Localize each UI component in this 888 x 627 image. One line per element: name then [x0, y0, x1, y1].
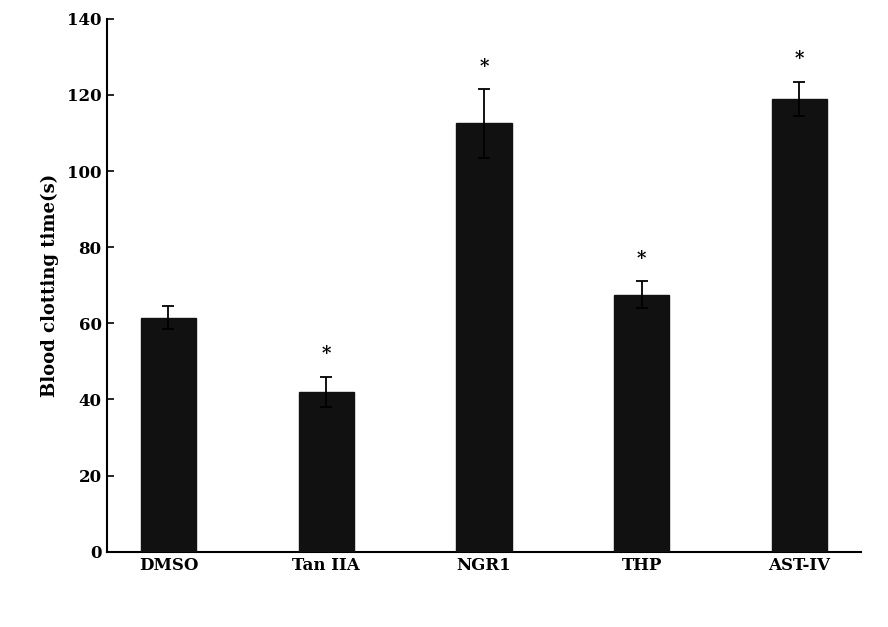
Y-axis label: Blood clotting time(s): Blood clotting time(s) [41, 174, 59, 397]
Text: *: * [795, 50, 805, 68]
Bar [298, 392, 353, 552]
Text: *: * [637, 250, 646, 268]
Bar [614, 295, 670, 552]
Bar [456, 124, 511, 552]
Text: *: * [321, 345, 331, 363]
Bar [772, 99, 827, 552]
Bar [141, 318, 196, 552]
Text: *: * [480, 58, 488, 76]
